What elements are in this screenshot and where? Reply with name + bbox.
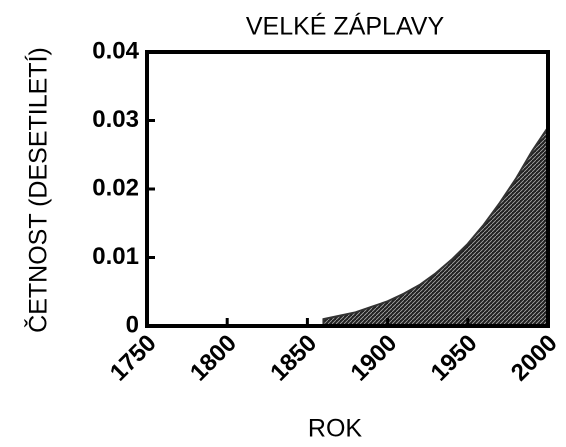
y-tick-label: 0.02 — [92, 174, 139, 201]
x-tick-label: 1800 — [185, 330, 242, 387]
x-tick-label: 1950 — [426, 330, 483, 387]
x-tick-label: 1900 — [345, 330, 402, 387]
chart-title: VELKÉ ZÁPLAVY — [246, 12, 445, 41]
y-tick-label: 0.01 — [92, 243, 139, 270]
y-tick-label: 0.04 — [92, 37, 139, 64]
y-tick-label: 0 — [126, 311, 139, 338]
area — [322, 124, 549, 327]
y-tick-label: 0.03 — [92, 106, 139, 133]
y-axis-label: ČETNOST (DESETILETÍ) — [24, 47, 53, 333]
x-tick-label: 2000 — [506, 330, 563, 387]
x-tick-label: 1750 — [105, 330, 162, 387]
x-axis-label: ROK — [308, 415, 363, 443]
x-tick-label: 1850 — [265, 330, 322, 387]
